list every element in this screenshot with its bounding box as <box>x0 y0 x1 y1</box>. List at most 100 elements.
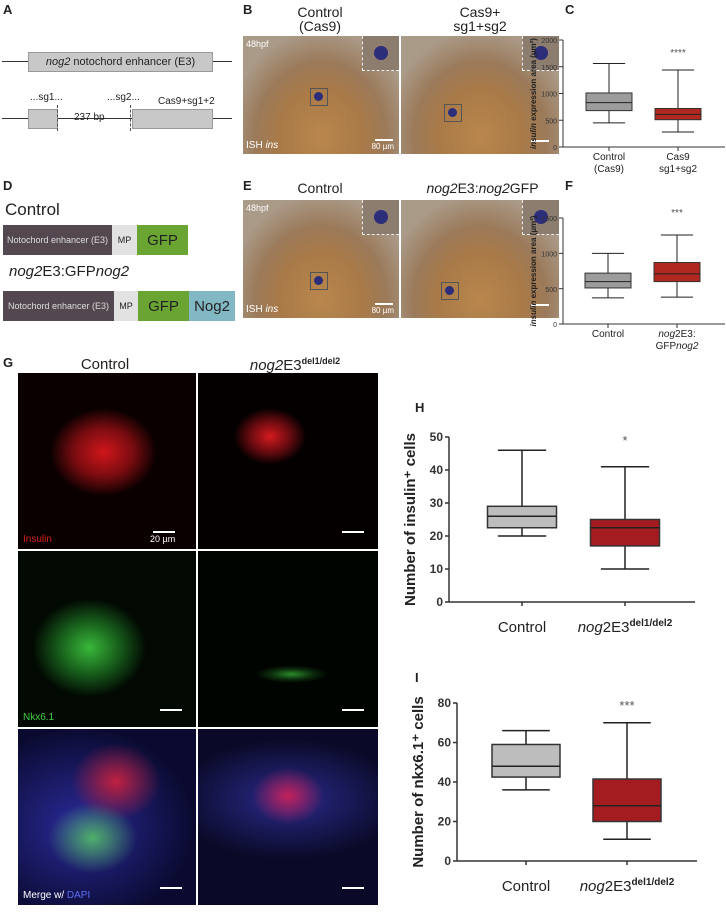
panel-label-b: B <box>243 2 253 17</box>
inset <box>362 36 399 71</box>
panel-label-i: I <box>415 670 419 685</box>
merge-control-image: Merge w/ DAPI <box>18 729 196 905</box>
islet-stain <box>314 276 323 285</box>
x-tick-label: Control <box>502 878 550 895</box>
scale-label: 80 µm <box>371 306 394 315</box>
significance-marker: **** <box>670 48 686 59</box>
title-part: nog2 <box>95 263 130 280</box>
deletion-line <box>2 118 232 119</box>
nog2-segment: Nog2 <box>189 291 235 321</box>
t: del1/del2 <box>301 356 341 366</box>
sg1-label: ...sg1... <box>30 92 63 103</box>
enhancer-label: notochord enhancer (E3) <box>70 56 196 68</box>
scale-bar <box>342 709 364 711</box>
y-tick-label: 0 <box>436 595 443 609</box>
x-tick-label: sg1+sg2 <box>659 164 698 175</box>
y-tick-label: 1500 <box>541 65 557 72</box>
y-axis-label: Number of nkx6.1⁺ cells <box>410 696 427 867</box>
enhancer-gene-name: nog2 <box>45 56 71 68</box>
stain-label: ISH ins <box>246 304 278 315</box>
b-col1-title: Control (Cas9) <box>260 5 380 33</box>
inset <box>522 200 559 235</box>
t: nog2 <box>249 357 284 374</box>
inset-islet <box>534 210 548 224</box>
islet-stain <box>448 108 457 117</box>
panel-label-g: G <box>3 355 14 370</box>
significance-marker: * <box>622 433 627 448</box>
title-part: E3:GFP <box>42 263 96 280</box>
scale-label: 20 µm <box>150 534 176 544</box>
y-tick-label: 0 <box>444 854 451 868</box>
x-tick-label: Control <box>592 329 624 340</box>
b-col2-title: Cas9+ sg1+sg2 <box>420 5 540 33</box>
gfp-segment: GFP <box>137 225 188 255</box>
ish-image-e-control: 48hpf ISH ins 80 µm <box>243 200 399 318</box>
y-tick-label: 30 <box>430 496 444 510</box>
panel-label-c: C <box>565 2 575 17</box>
zoom-box <box>310 88 328 106</box>
insulin-label: Insulin <box>23 534 52 545</box>
title-part: nog2 <box>9 263 43 280</box>
box-iqr <box>486 505 558 529</box>
scale-bar <box>160 709 182 711</box>
panel-label-h: H <box>415 400 425 415</box>
b-col1-line2: (Cas9) <box>298 18 341 34</box>
t: GFP <box>509 180 539 196</box>
significance-marker: *** <box>671 208 683 219</box>
y-tick-label: 80 <box>438 696 452 710</box>
t: nog2 <box>478 180 510 196</box>
scale-bar <box>531 304 549 306</box>
stain-label: ISH ins <box>246 140 278 151</box>
scale-bar <box>153 531 175 533</box>
y-tick-label: 0 <box>553 322 557 329</box>
y-tick-label: 500 <box>545 287 557 294</box>
y-tick-label: 10 <box>430 562 444 576</box>
e-col2-title: nog2E3:nog2GFP <box>410 180 555 196</box>
d-construct-title: nog2E3:GFPnog2 <box>9 263 129 280</box>
b-col2-line2: sg1+sg2 <box>453 18 507 34</box>
y-axis-label: Number of insulin⁺ cells <box>402 433 419 606</box>
significance-marker: *** <box>619 698 634 713</box>
panel-label-e: E <box>243 178 252 193</box>
t: DAPI <box>66 890 91 901</box>
box-iqr <box>491 743 561 778</box>
treatment-label: Cas9+sg1+2 <box>158 96 215 107</box>
x-tick-label: nog2E3del1/del2 <box>580 877 675 895</box>
insulin-control-image: Insulin 20 µm <box>18 373 196 549</box>
x-tick-label: nog2E3: <box>658 329 695 340</box>
x-tick-label: Control <box>498 619 546 636</box>
g-col1-title: Control <box>80 356 130 373</box>
scale-bar <box>375 303 393 305</box>
inset <box>362 200 399 235</box>
box-iqr <box>653 262 701 283</box>
right-fragment <box>132 109 213 129</box>
nkx-label: Nkx6.1 <box>23 712 55 723</box>
gfp-segment: GFP <box>138 291 189 321</box>
chart-i: 0 20 40 60 80 Number of nkx6.1⁺ cells Control n… <box>410 696 697 895</box>
t: Merge w/ <box>23 890 67 901</box>
sg2-label: ...sg2... <box>107 92 140 103</box>
panel-label-d: D <box>3 178 13 193</box>
x-tick-label: Control <box>593 152 625 163</box>
deletion-size: 237 bp <box>74 112 105 123</box>
ish-image-e-nog2 <box>401 200 559 318</box>
cut-site-2 <box>130 105 131 131</box>
enhancer-box: nog2 notochord enhancer (E3) <box>28 52 213 72</box>
y-tick-label: 2000 <box>541 38 557 45</box>
box-iqr <box>584 272 632 289</box>
enhancer-segment: Notochord enhancer (E3) <box>3 291 114 321</box>
zoom-box <box>441 282 459 300</box>
scale-bar <box>342 887 364 889</box>
y-tick-label: 60 <box>438 736 452 750</box>
stain-prefix: ISH <box>246 304 266 315</box>
y-axis-label: insulin expression area (µm²) <box>529 215 538 326</box>
b-col2-line1: Cas9+ <box>459 4 501 20</box>
islet-stain <box>445 286 454 295</box>
inset-islet <box>534 46 548 60</box>
mp-segment: MP <box>114 291 138 321</box>
box-iqr <box>589 518 661 547</box>
y-tick-label: 500 <box>545 118 557 125</box>
box-iqr <box>592 778 662 823</box>
y-axis-label: insulin expression area (µm²) <box>529 38 538 149</box>
